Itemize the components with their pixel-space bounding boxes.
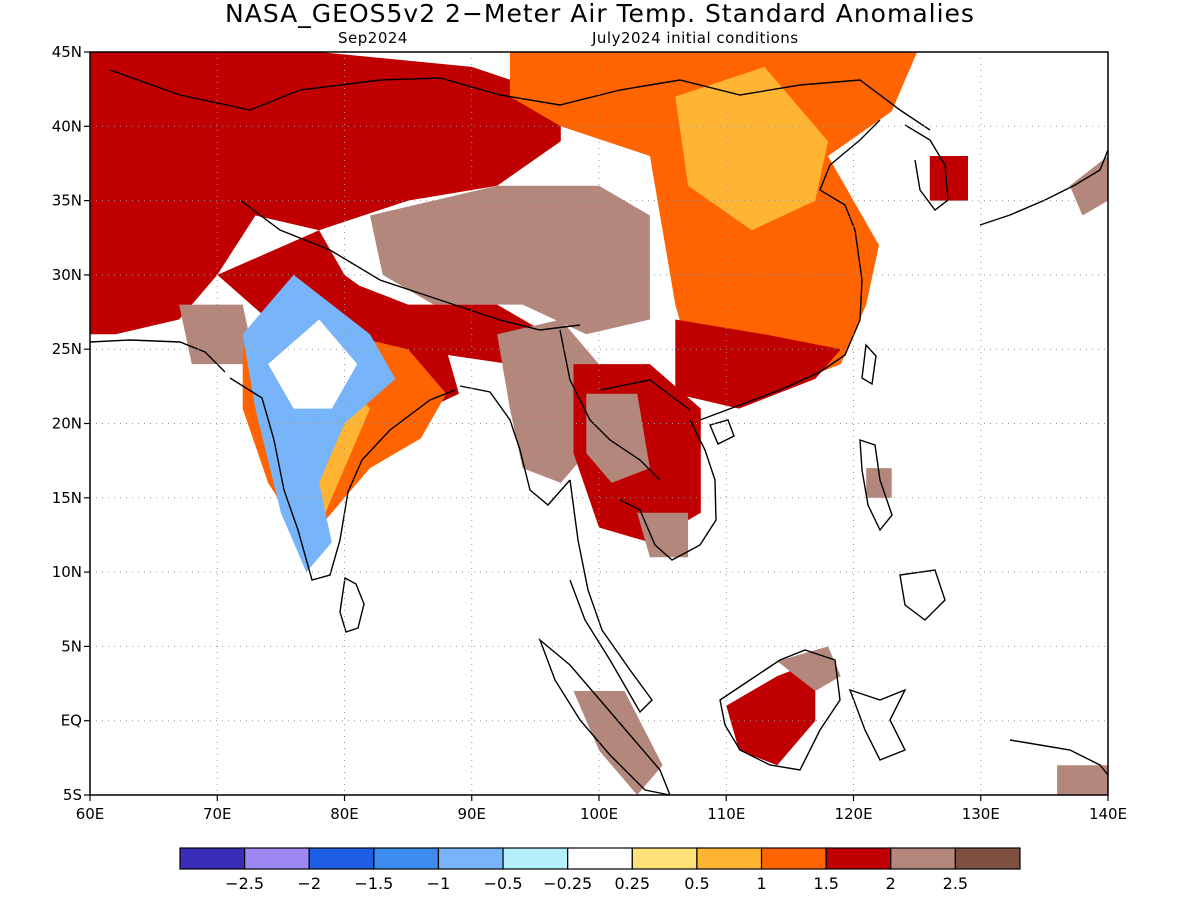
new-guinea-outline <box>1009 739 1108 776</box>
initial-conditions: July2024 initial conditions <box>592 29 799 47</box>
colorbar-label: 1 <box>756 874 766 893</box>
colorbar-label: 2.5 <box>943 874 968 893</box>
lat-tick-label: 15N <box>52 489 82 507</box>
colorbar-swatch <box>825 847 892 870</box>
lat-tick-label: 25N <box>52 340 82 358</box>
lon-tick-label: 90E <box>457 805 486 823</box>
colorbar-label: 2 <box>886 874 896 893</box>
colorbar-swatch <box>890 847 956 870</box>
malay-peninsula <box>569 479 653 714</box>
colorbar-label: 0.25 <box>614 874 650 893</box>
anomaly-region-india-white-core <box>268 319 358 409</box>
anomaly-region-philippines-brown <box>866 468 892 498</box>
anomaly-region-png-brown <box>1057 765 1108 795</box>
colorbar-label: −2 <box>297 874 321 893</box>
colorbar-label: −0.25 <box>543 874 592 893</box>
coastline-layer <box>90 69 1108 795</box>
lon-tick-label: 60E <box>76 805 105 823</box>
colorbar-swatch <box>179 847 246 870</box>
korea-outline <box>904 124 949 211</box>
bay-bengal-east-coast <box>459 385 571 506</box>
anomaly-region-india-blue <box>242 274 396 573</box>
lat-tick-label: 10N <box>52 563 82 581</box>
lon-tick-label: 80E <box>330 805 359 823</box>
china-border <box>109 69 931 131</box>
colorbar-swatch <box>244 847 310 870</box>
lat-tick-label: 45N <box>52 43 82 61</box>
hainan-outline <box>709 419 735 445</box>
vietnam-coast <box>619 419 717 561</box>
south-china-coast <box>699 229 863 421</box>
anomaly-region-north-china-plain <box>675 66 828 231</box>
lon-tick-label: 120E <box>834 805 872 823</box>
anomaly-layer <box>90 52 1108 795</box>
indochina-borders <box>559 329 691 481</box>
forecast-month: Sep2024 <box>338 29 408 47</box>
colorbar-swatch <box>502 847 569 870</box>
sumatra-outline <box>538 637 671 795</box>
colorbar: −2.5 −2 −1.5 −1 −0.5 −0.25 0.25 0.5 1 1.5 2 2.5 <box>179 847 1021 893</box>
lat-tick-label: 40N <box>52 117 82 135</box>
anomaly-region-borneo-red <box>726 661 816 766</box>
anomaly-region-korea-red <box>929 156 968 201</box>
lat-tick-label: 5S <box>63 786 82 804</box>
lat-tick-label: 5N <box>61 637 82 655</box>
himalaya-border <box>239 199 581 331</box>
colorbar-label: −1 <box>427 874 451 893</box>
anomaly-region-cambodia-brown <box>637 512 689 558</box>
colorbar-label: −1.5 <box>354 874 393 893</box>
colorbar-swatch <box>954 847 1021 870</box>
lon-tick-label: 130E <box>962 805 1000 823</box>
anomaly-region-sumatra-brown <box>573 691 663 795</box>
lat-tick-label: 30N <box>52 266 82 284</box>
sulawesi-outline <box>848 688 907 761</box>
arabian-coast <box>90 339 226 373</box>
taiwan-outline <box>861 343 877 386</box>
anomaly-region-indochina-brown <box>586 393 650 483</box>
colorbar-label: −2.5 <box>225 874 264 893</box>
colorbar-label: −0.5 <box>484 874 523 893</box>
anomaly-region-south-china-band <box>675 319 841 409</box>
colorbar-swatch <box>373 847 440 870</box>
colorbar-swatch <box>760 847 827 870</box>
lon-tick-label: 70E <box>203 805 232 823</box>
lon-tick-label: 110E <box>707 805 745 823</box>
lat-tick-label: EQ <box>61 712 82 730</box>
anomaly-region-himalaya-band <box>331 274 549 365</box>
colorbar-label: 0.5 <box>684 874 709 893</box>
lon-tick-label: 140E <box>1089 805 1127 823</box>
anomaly-region-tibetan-plateau <box>370 185 650 335</box>
lat-tick-label: 20N <box>52 415 82 433</box>
colorbar-swatch <box>437 847 504 870</box>
sri-lanka-coastline <box>339 576 365 633</box>
colorbar-swatch <box>631 847 698 870</box>
lat-tick-label: 35N <box>52 192 82 210</box>
anomaly-region-central-asia <box>90 52 561 335</box>
map-title: NASA_GEOS5v2 2−Meter Air Temp. Standard … <box>225 0 975 28</box>
philippines-luzon <box>859 439 893 532</box>
lon-tick-label: 100E <box>580 805 618 823</box>
japan-outline <box>979 149 1108 226</box>
india-coastline <box>229 377 456 581</box>
east-china-coast <box>819 119 881 231</box>
anomaly-region-borneo-brown <box>777 646 841 691</box>
colorbar-swatch <box>567 847 633 870</box>
colorbar-swatch <box>696 847 763 870</box>
philippines-mindanao <box>899 569 946 621</box>
colorbar-label: 1.5 <box>813 874 838 893</box>
colorbar-swatch <box>308 847 375 870</box>
borneo-outline <box>719 649 841 771</box>
